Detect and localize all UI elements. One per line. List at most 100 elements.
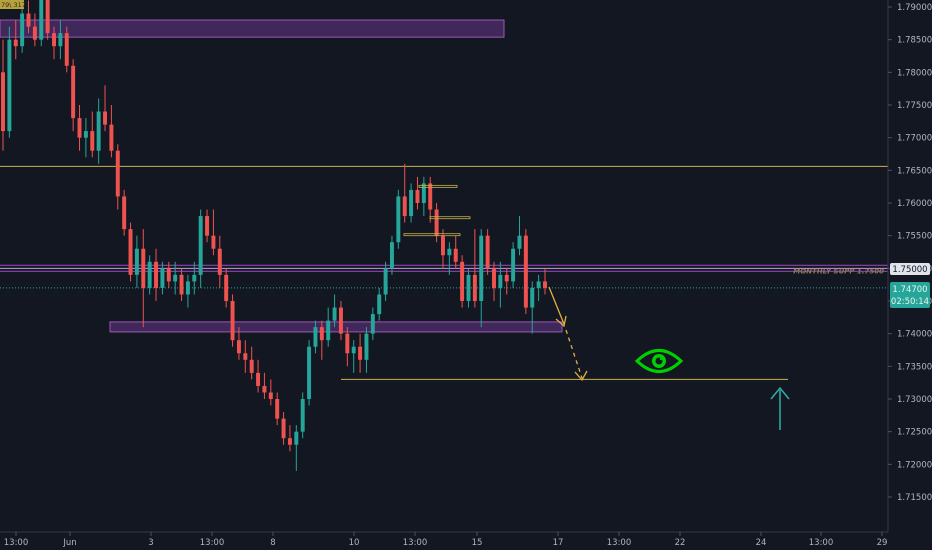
x-tick-label: 13:00 — [607, 538, 632, 548]
candle[interactable] — [39, 0, 44, 47]
candle[interactable] — [45, 0, 50, 40]
candle[interactable] — [492, 261, 496, 301]
candle[interactable] — [134, 235, 139, 288]
candle[interactable] — [64, 26, 69, 73]
candle[interactable] — [332, 294, 337, 328]
candle[interactable] — [396, 189, 401, 249]
candle-body — [83, 131, 88, 138]
candle[interactable] — [351, 340, 356, 373]
candle[interactable] — [179, 268, 184, 301]
candle[interactable] — [103, 85, 108, 132]
candle[interactable] — [523, 229, 528, 315]
candle[interactable] — [275, 392, 280, 426]
candle[interactable] — [364, 327, 369, 373]
candle-body — [536, 281, 541, 288]
candle[interactable] — [7, 26, 12, 138]
candle-body — [141, 248, 146, 288]
candle[interactable] — [71, 59, 76, 132]
candle[interactable] — [109, 105, 114, 158]
candle-body — [1, 72, 5, 132]
candle[interactable] — [345, 327, 350, 367]
candle-body — [32, 26, 37, 40]
candle[interactable] — [504, 268, 509, 295]
candle[interactable] — [166, 261, 171, 288]
candle[interactable] — [128, 222, 133, 282]
x-tick-label: 17 — [553, 538, 564, 548]
candle[interactable] — [230, 294, 235, 347]
candle[interactable] — [122, 189, 127, 236]
candle[interactable] — [511, 242, 516, 288]
symbol-badge[interactable]: 79\ 317 — [0, 0, 26, 9]
candle[interactable] — [307, 340, 312, 406]
y-tick-label: 1.73500 — [897, 362, 932, 372]
candle[interactable] — [211, 209, 216, 256]
candle[interactable] — [338, 301, 343, 341]
candle[interactable] — [147, 255, 152, 295]
candle[interactable] — [370, 307, 375, 341]
candle[interactable] — [313, 320, 318, 354]
candle[interactable] — [173, 261, 178, 295]
candle[interactable] — [262, 372, 267, 399]
candle[interactable] — [1, 39, 5, 151]
candle[interactable] — [249, 346, 254, 380]
candle[interactable] — [77, 105, 82, 151]
candle[interactable] — [58, 20, 63, 60]
candle[interactable] — [377, 287, 382, 321]
candle[interactable] — [256, 359, 261, 393]
candle[interactable] — [20, 7, 25, 53]
candle[interactable] — [13, 20, 18, 60]
candle[interactable] — [160, 261, 165, 295]
candle[interactable] — [236, 327, 241, 360]
candle[interactable] — [447, 242, 452, 275]
candle-body — [523, 235, 528, 308]
candle[interactable] — [409, 183, 414, 223]
candle[interactable] — [198, 209, 203, 288]
candles[interactable] — [1, 0, 547, 471]
candle[interactable] — [192, 261, 197, 295]
candle[interactable] — [243, 340, 248, 373]
candle[interactable] — [530, 281, 535, 334]
candle[interactable] — [185, 274, 190, 308]
candle[interactable] — [281, 412, 286, 445]
candle[interactable] — [453, 235, 458, 269]
candle[interactable] — [415, 176, 420, 210]
candle[interactable] — [154, 248, 159, 301]
candle[interactable] — [358, 333, 363, 373]
candle[interactable] — [217, 235, 222, 288]
candle[interactable] — [96, 98, 101, 164]
candle[interactable] — [115, 144, 120, 210]
candle[interactable] — [326, 307, 331, 347]
candle[interactable] — [517, 216, 522, 256]
candle[interactable] — [287, 425, 292, 452]
candle[interactable] — [224, 268, 229, 308]
candle[interactable] — [83, 118, 88, 158]
candle[interactable] — [32, 13, 37, 47]
candle[interactable] — [536, 274, 541, 301]
candle[interactable] — [294, 425, 299, 471]
candle[interactable] — [472, 229, 477, 308]
candle[interactable] — [205, 209, 210, 243]
x-tick-label: Jun — [62, 538, 76, 548]
candle[interactable] — [383, 261, 388, 301]
candle[interactable] — [485, 229, 490, 275]
candle[interactable] — [428, 176, 433, 223]
candle[interactable] — [268, 379, 273, 406]
candle[interactable] — [498, 261, 503, 308]
candle[interactable] — [402, 163, 407, 223]
candle[interactable] — [319, 320, 324, 360]
candle[interactable] — [389, 235, 394, 275]
candle[interactable] — [300, 392, 305, 439]
candle[interactable] — [90, 111, 95, 158]
candle-body — [498, 274, 503, 288]
candle[interactable] — [421, 176, 426, 217]
candle[interactable] — [460, 255, 465, 308]
candle[interactable] — [141, 229, 146, 328]
candle[interactable] — [26, 0, 31, 34]
candle[interactable] — [479, 229, 484, 328]
candle[interactable] — [543, 268, 547, 295]
current-price-pill: 1.74700 02:50:14 — [890, 282, 930, 308]
x-axis[interactable]: 13:00 Jun 3 13:00 8 10 13:00 15 17 13:00 22 24 13:00… — [4, 532, 888, 548]
candle[interactable] — [466, 268, 471, 308]
candle[interactable] — [52, 26, 56, 60]
